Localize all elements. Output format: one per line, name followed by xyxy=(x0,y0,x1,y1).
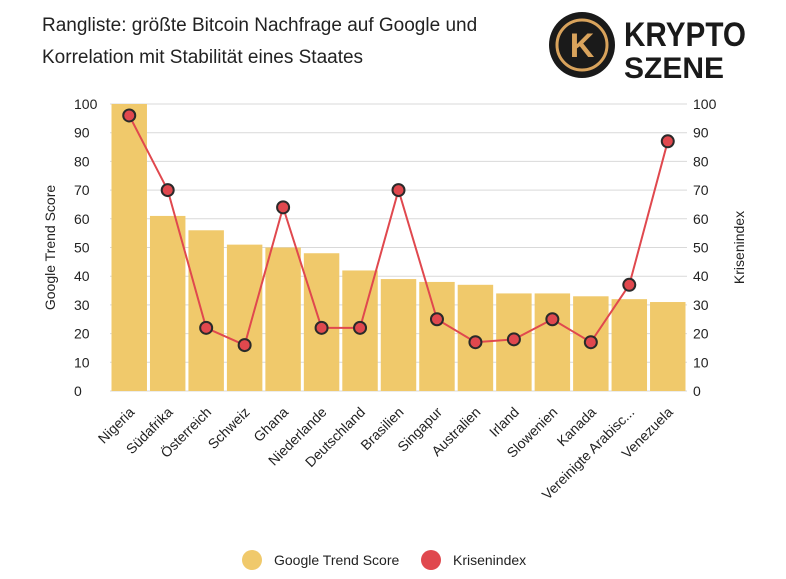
bar-2 xyxy=(188,230,224,391)
krisenindex-point-3 xyxy=(237,338,252,353)
y-tick-label: 100 xyxy=(74,96,98,112)
y2-tick-label: 20 xyxy=(693,326,709,342)
bar-4 xyxy=(265,247,301,391)
bar-3 xyxy=(226,244,263,391)
y2-tick-label: 10 xyxy=(693,354,709,370)
krisenindex-point-11 xyxy=(545,312,560,327)
bar-11 xyxy=(534,293,571,391)
kryptoszene-logo: K KRYPTO SZENE xyxy=(549,12,746,80)
krisenindex-point-8 xyxy=(429,312,444,327)
krisenindex-point-5 xyxy=(314,320,329,335)
x-tick-label: Schweiz xyxy=(205,404,253,452)
y2-axis-title: Krisenindex xyxy=(731,211,747,284)
y2-tick-label: 80 xyxy=(693,153,709,169)
logo-wordmark-krypto: KRYPTO xyxy=(624,16,746,54)
bar-1 xyxy=(149,215,186,391)
y2-tick-label: 100 xyxy=(693,96,717,112)
y-tick-label: 0 xyxy=(74,383,82,399)
y-tick-label: 20 xyxy=(74,326,90,342)
y2-tick-label: 0 xyxy=(693,383,701,399)
bar-14 xyxy=(650,302,686,391)
krisenindex-point-7 xyxy=(391,183,406,198)
chart-title: Rangliste: größte Bitcoin Nachfrage auf … xyxy=(42,10,542,74)
y-tick-label: 40 xyxy=(74,268,90,284)
y2-tick-label: 90 xyxy=(693,125,709,141)
chart-title-line-1: Rangliste: größte Bitcoin Nachfrage auf … xyxy=(42,15,478,36)
bar-0 xyxy=(111,104,147,391)
logo-wordmark-szene: SZENE xyxy=(624,52,724,80)
y-tick-label: 90 xyxy=(74,125,90,141)
y-tick-label: 70 xyxy=(74,182,90,198)
legend-swatch-bars xyxy=(242,550,262,570)
bar-8 xyxy=(419,281,455,391)
chart-title-line-2: Korrelation mit Stabilität eines Staates xyxy=(42,47,364,68)
y-tick-label: 60 xyxy=(74,211,90,227)
legend-item-krisenindex: Krisenindex xyxy=(421,548,526,572)
y-tick-label: 50 xyxy=(74,240,90,256)
bar-7 xyxy=(380,279,417,391)
logo-emblem-outer xyxy=(549,12,615,78)
y2-tick-label: 70 xyxy=(693,182,709,198)
krisenindex-point-0 xyxy=(122,108,137,123)
krisenindex-point-14 xyxy=(660,134,675,149)
legend-item-google-trend-score: Google Trend Score xyxy=(242,548,399,572)
legend-swatch-line xyxy=(421,550,441,570)
y-tick-label: 10 xyxy=(74,354,90,370)
chart-legend: Google Trend Score Krisenindex xyxy=(0,548,786,572)
bar-13 xyxy=(611,299,648,391)
y2-tick-label: 30 xyxy=(693,297,709,313)
krisenindex-point-6 xyxy=(353,320,368,335)
logo-emblem-ring xyxy=(555,18,609,72)
krisenindex-point-1 xyxy=(160,183,175,198)
logo-emblem-letter: K xyxy=(570,27,595,65)
chart-area: 0 0 10 10 20 20 30 30 40 40 50 50 60 60 70 70 80 80 90 90 10… xyxy=(42,96,747,503)
krisenindex-point-13 xyxy=(622,277,637,292)
y-axis-title: Google Trend Score xyxy=(42,185,58,311)
x-tick-label: Irland xyxy=(486,404,522,440)
krisenindex-point-2 xyxy=(199,320,214,335)
y2-tick-label: 50 xyxy=(693,240,709,256)
y-tick-label: 80 xyxy=(74,153,90,169)
y2-tick-label: 60 xyxy=(693,211,709,227)
krisenindex-point-9 xyxy=(468,335,483,350)
y-tick-label: 30 xyxy=(74,297,90,313)
legend-label: Google Trend Score xyxy=(274,552,400,568)
krisenindex-point-10 xyxy=(506,332,521,347)
legend-label: Krisenindex xyxy=(453,552,527,568)
krisenindex-point-4 xyxy=(276,200,291,215)
y2-tick-label: 40 xyxy=(693,268,709,284)
krisenindex-point-12 xyxy=(583,335,598,350)
